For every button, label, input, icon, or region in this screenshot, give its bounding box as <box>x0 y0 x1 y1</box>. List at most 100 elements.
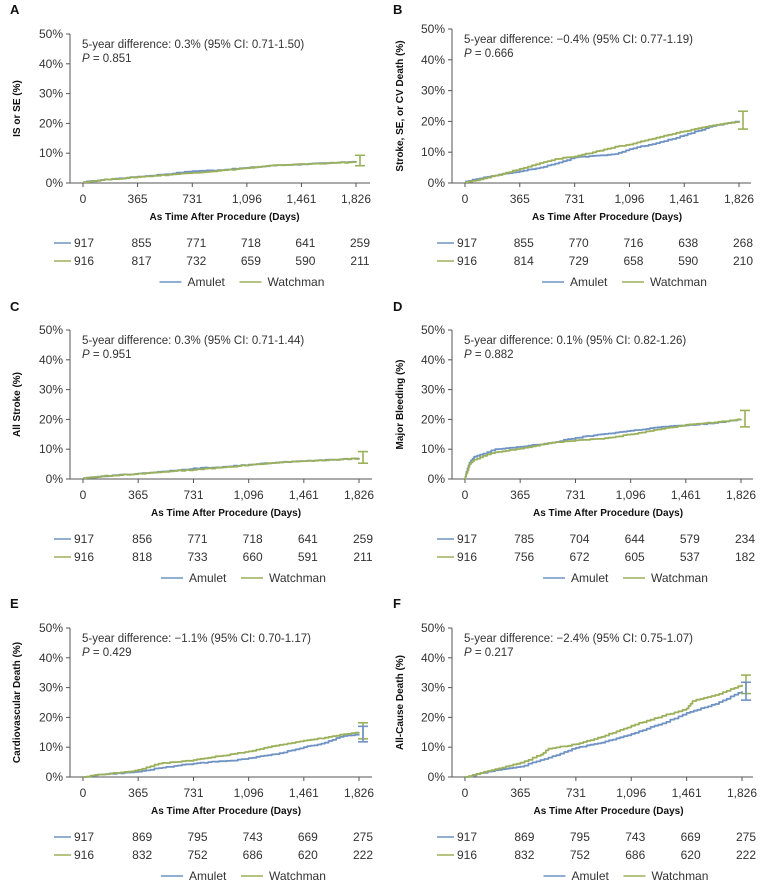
risk-count-watchman: 210 <box>733 254 753 268</box>
y-tick-label: 40% <box>421 353 445 367</box>
x-tick-label: 0 <box>462 488 469 502</box>
p-value: = 0.666 <box>472 48 514 60</box>
risk-count-watchman: 659 <box>241 254 261 268</box>
risk-count-amulet: 743 <box>243 830 263 844</box>
risk-count-watchman: 605 <box>625 550 645 564</box>
risk-count-amulet: 917 <box>457 236 477 250</box>
chart-svg: D 0% 10% 20% 30% 40% 50% 0 365 731 1,096 1,461 1,826… <box>393 299 756 585</box>
y-tick-label: 40% <box>421 651 445 665</box>
x-tick-label: 1,461 <box>289 786 319 800</box>
y-tick-label: 30% <box>421 681 445 695</box>
difference-annotation: 5-year difference: −2.4% (95% CI: 0.75-1… <box>464 633 693 645</box>
risk-count-watchman: 672 <box>569 550 589 564</box>
p-value-annotation: P = 0.951 <box>82 349 132 361</box>
y-tick-label: 10% <box>39 146 63 160</box>
risk-count-amulet: 716 <box>623 236 643 250</box>
y-tick-label: 20% <box>421 114 445 128</box>
x-tick-label: 365 <box>510 488 530 502</box>
risk-count-watchman: 222 <box>736 848 756 862</box>
risk-count-watchman: 817 <box>132 254 152 268</box>
risk-count-watchman: 752 <box>187 848 207 862</box>
x-tick-label: 1,096 <box>616 786 646 800</box>
x-axis-title: As Time After Procedure (Days) <box>533 508 683 519</box>
p-label: P <box>464 48 472 60</box>
x-tick-label: 365 <box>128 192 148 206</box>
risk-count-amulet: 275 <box>353 830 373 844</box>
risk-count-amulet: 704 <box>569 532 589 546</box>
y-tick-label: 50% <box>421 621 445 635</box>
chart-svg: A 0% 10% 20% 30% 40% 50% 0 365 731 1,096 1,461 1,826… <box>10 2 371 289</box>
x-tick-label: 1,826 <box>344 488 374 502</box>
x-tick-label: 1,826 <box>727 786 757 800</box>
km-curve-watchman <box>464 418 742 480</box>
risk-count-amulet: 641 <box>298 532 318 546</box>
legend-label-watchman: Watchman <box>268 275 325 289</box>
risk-count-watchman: 818 <box>132 550 152 564</box>
panel-e: E 0% 10% 20% 30% 40% 50% 0 365 731 1,096 1,461 1,826… <box>0 594 383 891</box>
x-tick-label: 0 <box>80 488 87 502</box>
x-tick-label: 731 <box>182 192 202 206</box>
error-bar-watchman <box>358 450 368 465</box>
panel-b: B 0% 10% 20% 30% 40% 50% 0 365 731 1,096 1,461 1,826… <box>383 0 766 297</box>
x-tick-label: 1,096 <box>232 192 262 206</box>
y-tick-label: 10% <box>39 740 63 754</box>
risk-count-amulet: 917 <box>457 830 477 844</box>
x-axis-title: As Time After Procedure (Days) <box>149 212 299 223</box>
x-tick-label: 1,826 <box>726 488 756 502</box>
y-axis-title: All Stroke (%) <box>12 372 23 437</box>
risk-count-amulet: 644 <box>625 532 645 546</box>
x-tick-label: 731 <box>565 192 585 206</box>
risk-count-watchman: 590 <box>678 254 698 268</box>
x-tick-label: 1,461 <box>286 192 316 206</box>
y-tick-label: 40% <box>39 57 63 71</box>
risk-count-amulet: 743 <box>625 830 645 844</box>
y-tick-label: 50% <box>421 323 445 337</box>
y-tick-label: 30% <box>39 383 63 397</box>
risk-count-watchman: 916 <box>457 550 477 564</box>
x-tick-label: 731 <box>183 786 203 800</box>
risk-count-amulet: 669 <box>298 830 318 844</box>
x-tick-label: 365 <box>510 786 530 800</box>
risk-count-amulet: 917 <box>457 532 477 546</box>
y-tick-label: 50% <box>39 621 63 635</box>
p-value-annotation: P = 0.851 <box>82 53 132 65</box>
y-tick-label: 20% <box>39 116 63 130</box>
risk-count-amulet: 917 <box>74 236 94 250</box>
y-axis-title: IS or SE (%) <box>12 80 23 137</box>
y-tick-label: 0% <box>46 472 64 486</box>
panel-letter: F <box>393 596 401 611</box>
x-axis-title: As Time After Procedure (Days) <box>533 806 683 817</box>
risk-count-watchman: 591 <box>298 550 318 564</box>
y-tick-label: 20% <box>39 412 63 426</box>
risk-count-watchman: 916 <box>457 848 477 862</box>
y-tick-label: 10% <box>421 442 445 456</box>
y-tick-label: 40% <box>39 651 63 665</box>
y-tick-label: 30% <box>421 84 445 98</box>
risk-count-watchman: 916 <box>74 848 94 862</box>
risk-count-amulet: 770 <box>569 236 589 250</box>
panel-letter: C <box>10 299 20 314</box>
risk-count-amulet: 669 <box>681 830 701 844</box>
error-bar-amulet <box>358 725 368 743</box>
legend-label-watchman: Watchman <box>269 571 326 585</box>
y-tick-label: 10% <box>421 740 445 754</box>
legend-label-watchman: Watchman <box>651 571 708 585</box>
risk-count-watchman: 660 <box>243 550 263 564</box>
p-label: P <box>82 349 90 361</box>
legend-label-watchman: Watchman <box>269 869 326 883</box>
risk-count-amulet: 718 <box>241 236 261 250</box>
y-tick-label: 20% <box>39 710 63 724</box>
y-tick-label: 10% <box>421 145 445 159</box>
legend-label-amulet: Amulet <box>571 571 609 585</box>
risk-count-amulet: 234 <box>735 532 755 546</box>
risk-count-amulet: 259 <box>350 236 370 250</box>
y-tick-label: 0% <box>428 770 446 784</box>
legend-label-amulet: Amulet <box>570 275 608 289</box>
x-tick-label: 1,826 <box>341 192 371 206</box>
x-tick-label: 0 <box>462 192 469 206</box>
x-tick-label: 1,461 <box>672 786 702 800</box>
error-bar-watchman <box>738 110 748 130</box>
risk-count-amulet: 275 <box>736 830 756 844</box>
p-value-annotation: P = 0.882 <box>464 349 514 361</box>
risk-count-watchman: 756 <box>514 550 534 564</box>
